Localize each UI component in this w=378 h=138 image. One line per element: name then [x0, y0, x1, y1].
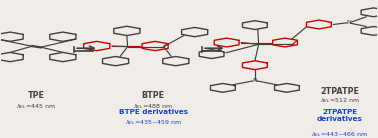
Text: $\lambda_{EL}$=488 nm: $\lambda_{EL}$=488 nm: [133, 102, 173, 111]
Text: $\lambda_{EL}$=512 nm: $\lambda_{EL}$=512 nm: [320, 96, 359, 105]
Text: TPE: TPE: [28, 91, 45, 100]
Text: N: N: [347, 20, 352, 25]
Text: $\lambda_{EL}$=435~459 nm: $\lambda_{EL}$=435~459 nm: [125, 118, 181, 127]
Text: BTPE derivatives: BTPE derivatives: [119, 109, 188, 115]
Text: N: N: [253, 78, 257, 83]
Text: 2TPATPE
derivatives: 2TPATPE derivatives: [317, 109, 363, 122]
Text: $\lambda_{EL}$=445 nm: $\lambda_{EL}$=445 nm: [17, 102, 56, 111]
Text: $\lambda_{EL}$=443~466 nm: $\lambda_{EL}$=443~466 nm: [311, 130, 368, 138]
Text: BTPE: BTPE: [142, 91, 165, 100]
Text: 2TPATPE: 2TPATPE: [320, 87, 359, 96]
